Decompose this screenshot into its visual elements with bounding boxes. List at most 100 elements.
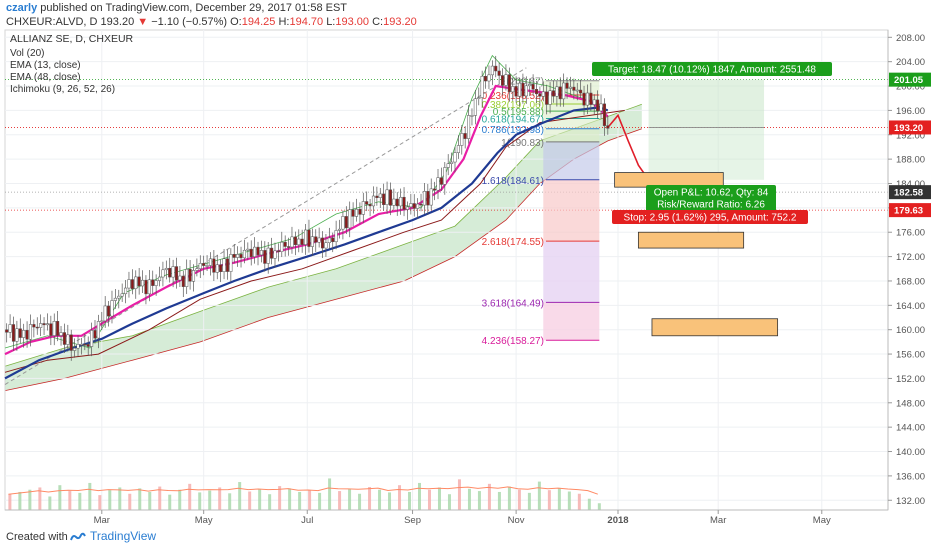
price-tick-label: 168.00: [896, 276, 925, 287]
fib-level-label: 4.236(158.27): [482, 336, 544, 347]
candle-body: [382, 193, 386, 205]
fib-level-label: 1(190.83): [501, 138, 544, 149]
pnl-text: Open P&L: 10.62, Qty: 84: [654, 188, 769, 199]
candle-body: [589, 92, 593, 105]
fib-price: (158.27): [507, 336, 544, 347]
candle-body: [103, 305, 107, 322]
price-tick-label: 200.00: [896, 82, 925, 93]
candle-body: [49, 323, 53, 336]
fib-level-label: 0.5(195.88): [493, 107, 544, 118]
legend-item: EMA (48, close): [10, 72, 81, 83]
volume-bar: [168, 494, 172, 510]
candle-body: [188, 268, 192, 282]
fib-price: (184.61): [507, 176, 544, 187]
candle-body: [500, 75, 505, 86]
candle-body: [484, 75, 488, 82]
volume-bar: [537, 481, 541, 510]
volume-bar: [338, 491, 342, 510]
candle-body: [25, 330, 29, 340]
volume-bar: [58, 485, 62, 510]
candle-body: [439, 177, 443, 185]
volume-bar: [88, 482, 92, 510]
candle-body: [107, 305, 111, 317]
candle-body: [171, 266, 175, 278]
fib-price: (164.49): [507, 298, 544, 309]
candle-body: [181, 275, 185, 287]
volume-bar: [447, 494, 451, 510]
candle-body: [117, 295, 121, 299]
close-label: C:: [372, 16, 384, 28]
price-tag-bg: [889, 203, 931, 218]
grid: [4, 29, 889, 511]
candle-body: [239, 254, 243, 259]
fib-ratio: 0.236: [482, 91, 507, 102]
long-position[interactable]: [648, 79, 765, 180]
author-link[interactable]: czarly: [6, 2, 38, 14]
legend-item: EMA (13, close): [10, 60, 81, 71]
position-target-area[interactable]: [648, 79, 765, 128]
volume-bars: [8, 478, 601, 510]
high-label: H:: [278, 16, 290, 28]
candle-body: [276, 250, 280, 253]
candle-body: [222, 258, 226, 272]
time-axis[interactable]: Mar May Jul Sep Nov 2018 Mar May: [5, 509, 888, 526]
candle-body: [225, 258, 229, 272]
volume-bar: [477, 491, 481, 510]
candle-body: [399, 196, 403, 207]
candle-body: [504, 74, 508, 86]
candle-body: [436, 177, 440, 191]
legend-item: Ichimoku (9, 26, 52, 26): [10, 84, 115, 95]
trend-line-dashed: [4, 67, 527, 385]
candle-body: [232, 254, 236, 258]
volume-bar: [218, 487, 222, 510]
candle-body: [426, 191, 430, 206]
price-change: −1.10 (−0.57%): [151, 16, 228, 28]
candle-body: [354, 208, 359, 217]
candle-body: [487, 74, 491, 82]
volume-bar: [278, 486, 282, 510]
supply-zone-box[interactable]: [651, 318, 779, 337]
symbol-name: CHXEUR:ALVD, D: [6, 16, 98, 28]
candle-body: [266, 247, 270, 264]
candle-body: [273, 250, 277, 259]
supply-zone-box[interactable]: [614, 172, 724, 188]
price-tick-label: 192.00: [896, 130, 925, 141]
volume-bar: [228, 493, 232, 510]
candle-body: [443, 167, 447, 185]
fib-price: (190.83): [507, 138, 544, 149]
tradingview-brand[interactable]: TradingView: [70, 529, 156, 543]
volume-bar: [437, 487, 441, 510]
volume-bar: [398, 485, 402, 510]
supply-zones[interactable]: [614, 172, 779, 337]
price-chart[interactable]: 0(200.87)0.236(198.52)0.382(197.06)0.5(1…: [0, 28, 932, 526]
volume-bar: [38, 487, 42, 510]
price-tick-label: 208.00: [896, 33, 925, 44]
volume-bar: [108, 490, 112, 510]
position-profit-area[interactable]: [648, 127, 765, 180]
candle-body: [52, 321, 56, 336]
volume-bar: [527, 492, 531, 510]
candle-body: [310, 236, 314, 247]
candle-body: [263, 250, 267, 264]
candle-body: [120, 293, 124, 297]
supply-zone-box[interactable]: [637, 231, 745, 249]
candle-body: [538, 93, 542, 97]
volume-bar: [318, 492, 322, 510]
candle-body: [582, 92, 586, 106]
candle-body: [334, 230, 338, 243]
volume-ma-line: [8, 486, 598, 495]
fib-price: (194.67): [507, 115, 544, 126]
volume-bar: [427, 489, 431, 510]
candle-body: [511, 86, 515, 93]
publish-header: czarly published on TradingView.com, Dec…: [0, 0, 932, 28]
volume-bar: [418, 482, 422, 510]
position-labels: Target: 18.47 (10.12%) 1847, Amount: 255…: [592, 62, 832, 224]
publish-line: czarly published on TradingView.com, Dec…: [6, 2, 347, 14]
price-axis[interactable]: 208.00 204.00 200.00 196.00 192.00 188.00 184.…: [887, 30, 931, 510]
price-tag-label: 179.63: [894, 206, 923, 217]
volume-bar: [18, 491, 22, 510]
candle-body: [606, 125, 610, 129]
fib-ratio: 0.786: [482, 125, 507, 136]
candle-body: [110, 300, 114, 317]
